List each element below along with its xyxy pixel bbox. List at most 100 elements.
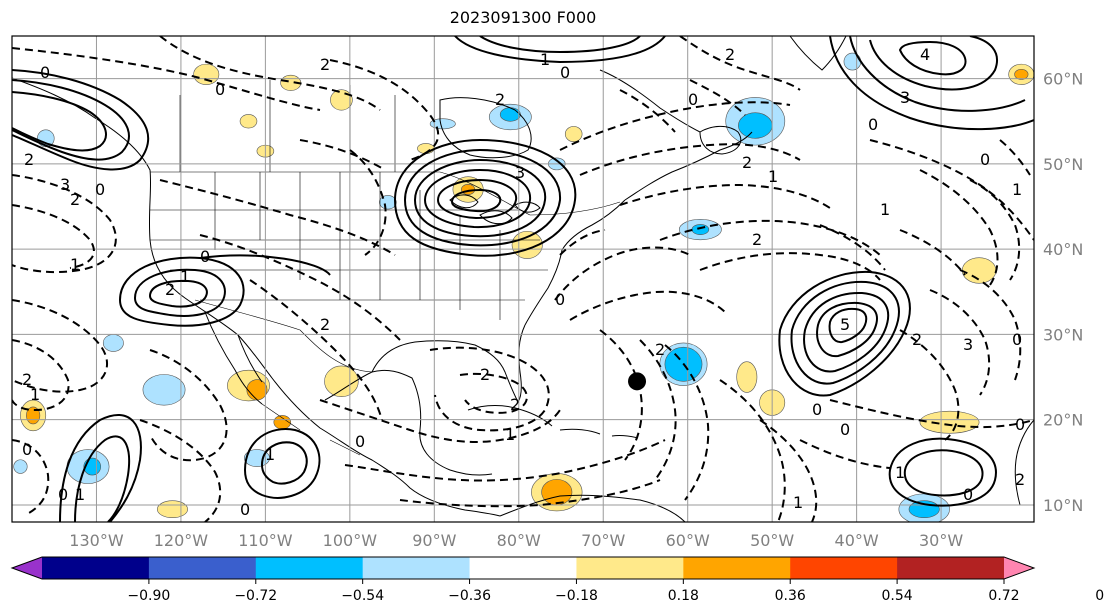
contour-label: 0 (812, 400, 822, 419)
colorbar-segment (148, 557, 257, 579)
contour-label: 3 (515, 163, 525, 182)
contour-label: 1 (505, 425, 515, 444)
longitude-tick-label: 120°W (154, 531, 209, 550)
contour-label: 2 (320, 315, 330, 334)
contour-label: 1 (793, 493, 803, 512)
shaded-region (239, 114, 258, 129)
contour-label: 0 (1012, 330, 1022, 349)
longitude-tick-label: 110°W (238, 531, 293, 550)
colorbar-tick-label: −0.90 (127, 588, 170, 604)
contour-label: 2 (480, 365, 490, 384)
latitude-tick-label: 30°N (1043, 325, 1083, 344)
longitude-tick-label: 40°W (835, 531, 879, 550)
shaded-region (843, 52, 862, 71)
contour-label: 3 (900, 88, 910, 107)
colorbar-segment (576, 557, 684, 579)
border-layer (149, 80, 621, 456)
shaded-region (37, 129, 55, 148)
colorbar-tick-label: −0.18 (555, 588, 598, 604)
shaded-region (919, 410, 980, 434)
longitude-tick-label: 70°W (581, 531, 625, 550)
contour-label: 0 (22, 440, 32, 459)
shaded-region (429, 118, 456, 130)
latitude-tick-label: 50°N (1043, 155, 1083, 174)
contour-label: 0 (688, 90, 698, 109)
colorbar-segment (42, 557, 150, 579)
shaded-region (102, 334, 124, 352)
contour-label: 1 (180, 267, 190, 286)
contour-layer (12, 36, 1034, 522)
colorbar-tick-label: −0.36 (448, 588, 491, 604)
contour-label: 1 (895, 463, 905, 482)
contour-label: 2 (1015, 470, 1025, 489)
colorbar-segment (790, 557, 898, 579)
longitude-tick-label: 60°W (666, 531, 710, 550)
contour-label: 0 (40, 63, 50, 82)
contour-label: 2 (752, 230, 762, 249)
coastline-layer (12, 36, 1034, 522)
shaded-region (246, 379, 268, 401)
longitude-tick-label: 80°W (497, 531, 541, 550)
colorbar-segment (469, 557, 577, 579)
longitude-tick-label: 30°W (919, 531, 963, 550)
colorbar-tick-label: 0.54 (882, 588, 913, 604)
shaded-region (541, 479, 573, 506)
contour-label: 1 (540, 50, 550, 69)
contour-label: 0 (840, 420, 850, 439)
shaded-region (243, 449, 270, 467)
colorbar-extend-low (12, 557, 42, 579)
contour-label: 2 (742, 153, 752, 172)
contour-label: 0 (1015, 415, 1025, 434)
dashed-contour-layer (12, 36, 1034, 522)
colorbar: −0.90 −0.72 −0.54 −0.36 −0.18 0.18 0.36 0.54 0.7… (10, 556, 1105, 604)
contour-label: 2 (655, 340, 665, 359)
shaded-region (691, 224, 710, 235)
contour-label: 0 (963, 485, 973, 504)
longitude-tick-label: 130°W (69, 531, 124, 550)
contour-label: 0 (95, 180, 105, 199)
latitude-tick-label: 10°N (1043, 496, 1083, 515)
contour-label: 2 (495, 90, 505, 109)
shading-layer (13, 52, 1034, 522)
latitude-tick-label: 20°N (1043, 411, 1083, 430)
contour-label: 0 (980, 150, 990, 169)
shaded-region (564, 126, 583, 143)
contour-label: 1 (1012, 180, 1022, 199)
contour-label: 0 (200, 247, 210, 266)
colorbar-outline (10, 556, 1036, 580)
contour-label: 4 (920, 45, 930, 64)
contour-label: 2 (912, 330, 922, 349)
contour-label: 2 (320, 55, 330, 74)
contour-label: 2 (725, 45, 735, 64)
shaded-region (1014, 68, 1029, 80)
colorbar-segment (683, 557, 791, 579)
contour-label: 1 (70, 255, 80, 274)
storm-center-marker (628, 372, 647, 391)
shaded-region (13, 459, 28, 474)
shaded-region (736, 361, 758, 393)
contour-label: 2 (24, 150, 34, 169)
colorbar-tick-label: −0.72 (234, 588, 277, 604)
longitude-tick-labels: 130°W 120°W 110°W 100°W 90°W 80°W 70°W 60°W 50°W… (69, 531, 963, 550)
shaded-region (156, 500, 188, 519)
contour-label: 0 (355, 432, 365, 451)
colorbar-segment (897, 557, 1005, 579)
contour-label: 0 (555, 290, 565, 309)
colorbar-tick-label: 0.72 (988, 588, 1019, 604)
longitude-tick-label: 90°W (412, 531, 456, 550)
shaded-region (330, 89, 353, 111)
contour-label: 1 (768, 167, 778, 186)
contour-label: 0 (58, 485, 68, 504)
contour-label: 1 (880, 200, 890, 219)
colorbar-extend-high (1004, 557, 1034, 579)
shaded-region (961, 257, 997, 284)
shaded-region (499, 107, 521, 122)
longitude-tick-label: 100°W (323, 531, 378, 550)
shaded-region (193, 63, 220, 85)
contour-label: 0 (868, 115, 878, 134)
latitude-tick-labels: 60°N 50°N 40°N 30°N 20°N 10°N (1043, 70, 1083, 515)
contour-label: 1 (265, 445, 275, 464)
latitude-tick-label: 60°N (1043, 70, 1083, 89)
colorbar-tick-label: −0.54 (341, 588, 384, 604)
